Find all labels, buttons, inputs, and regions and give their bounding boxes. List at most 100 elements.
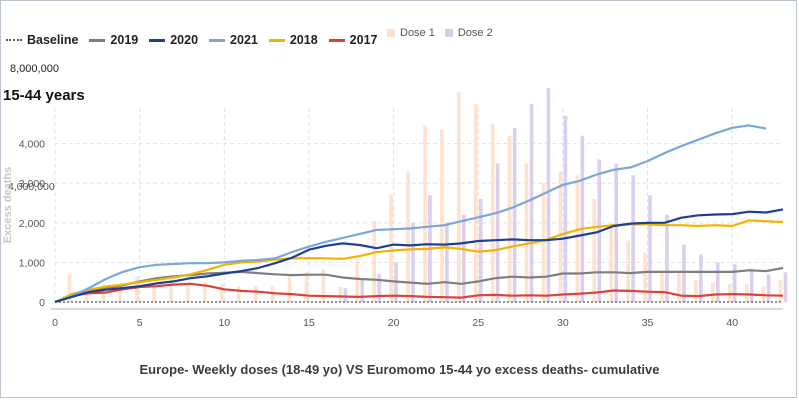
legend-swatch-2020 [149,38,166,42]
dose-bar-1 [660,270,664,302]
dose-bar-1 [423,125,427,302]
dose-bar-2 [529,104,534,302]
dose-bar-1 [372,220,376,302]
legend-label-dose-1: Dose 1 [400,27,435,39]
left-axis-mid-label: 4,000,000 [8,181,55,193]
chart-subtitle: 15-44 years [3,87,85,104]
x-tick-label: 30 [557,317,569,329]
legend-item-2018[interactable]: 2018 [268,33,318,47]
x-tick-label: 0 [52,317,58,329]
series-line-2021 [54,124,767,304]
dose-bar-2 [512,127,517,302]
dose-bar-1 [440,129,444,302]
legend-label-baseline: Baseline [27,33,79,47]
dose-bar-1 [406,171,410,302]
dose-bar-1 [575,175,580,302]
dose-bar-1 [355,260,360,302]
y-tick-label: 1,000 [19,257,45,269]
dose-bar-1 [694,280,698,302]
legend-label-2020: 2020 [170,33,199,47]
dose-legend: Dose 1 Dose 2 [387,27,503,39]
dose-bar-2 [614,163,618,302]
legend-label-2018: 2018 [289,33,318,47]
dose-bar-1 [457,92,461,302]
dose-bar-1 [169,282,173,302]
dose-bar-1 [778,280,783,302]
dose-bar-1 [152,282,156,302]
x-tick-label: 35 [642,317,654,329]
legend-label-2017: 2017 [349,33,378,47]
dose-bar-1 [677,270,681,302]
y-tick-label: 0 [39,297,45,309]
dose-bar-1 [253,286,258,302]
y-axis-title: Excess deaths [2,167,14,243]
legend-item-baseline[interactable]: Baseline [6,33,78,47]
dose-bar-2 [360,278,365,302]
dose-bar-2 [580,135,585,302]
dose-bar-1 [118,290,123,302]
legend-swatch-2017 [328,38,345,42]
legend-item-dose-2[interactable]: Dose 2 [444,27,493,39]
legend-swatch-dose-1 [387,29,395,37]
x-tick-label: 10 [218,317,230,329]
x-tick-label: 5 [137,317,143,329]
legend-swatch-2021 [209,38,226,42]
legend-swatch-baseline [6,39,22,41]
legend: Baseline 2019 2020 2021 2018 2017 [6,32,388,48]
legend-swatch-dose-2 [444,29,453,37]
dose-bar-1 [321,269,326,302]
dose-bar-2 [445,222,449,302]
legend-label-2021: 2021 [230,33,258,47]
legend-item-2020[interactable]: 2020 [149,33,198,47]
dose-bar-1 [338,286,343,302]
dose-bar-1 [744,284,749,302]
x-tick-label: 20 [388,317,400,329]
dose-bar-1 [558,171,563,302]
dose-bar-1 [643,252,647,302]
legend-item-2019[interactable]: 2019 [89,33,138,47]
dose-bar-1 [592,199,597,302]
dose-bar-2 [631,175,635,302]
dose-bar-1 [287,276,292,302]
series-line-2018 [54,219,784,303]
dose-bar-2 [495,163,500,302]
dose-bar-2 [732,264,737,302]
dose-bar-1 [473,104,478,302]
dose-bar-2 [563,115,568,302]
legend-swatch-2018 [268,38,285,42]
dose-bar-2 [783,272,788,302]
dose-bar-2 [766,274,771,302]
dose-bar-2 [715,262,720,302]
y-tick-label: 3,000 [19,178,45,190]
legend-label-2019: 2019 [110,33,139,47]
dose-bar-2 [546,88,551,303]
dose-bar-2 [648,195,652,302]
dose-bar-2 [411,222,415,302]
dose-bar-2 [343,288,348,302]
legend-label-dose-2: Dose 2 [457,27,493,39]
dose-bar-2 [462,214,466,302]
series-line-2017 [54,282,784,304]
dose-bar-1 [236,286,241,302]
legend-item-2021[interactable]: 2021 [209,33,258,47]
chart-title: Europe- Weekly doses (18-49 yo) VS Eurom… [139,362,660,377]
legend-swatch-2019 [89,38,106,42]
dose-bar-1 [524,163,529,302]
dose-bar-2 [682,244,686,302]
x-tick-label: 40 [726,317,738,329]
dose-bar-1 [541,183,546,302]
y-tick-label: 2,000 [19,218,45,230]
dose-bar-1 [626,240,630,302]
dose-bar-2 [377,274,381,302]
dose-bar-1 [609,222,613,302]
legend-item-2017[interactable]: 2017 [328,33,378,47]
x-tick-label: 15 [303,317,315,329]
series-line-2020 [54,208,784,304]
dose-bar-1 [135,276,139,302]
left-axis-top-label: 8,000,000 [10,63,59,75]
dose-bar-1 [186,282,190,302]
dose-bar-2 [699,254,703,302]
legend-item-dose-1[interactable]: Dose 1 [387,27,435,39]
